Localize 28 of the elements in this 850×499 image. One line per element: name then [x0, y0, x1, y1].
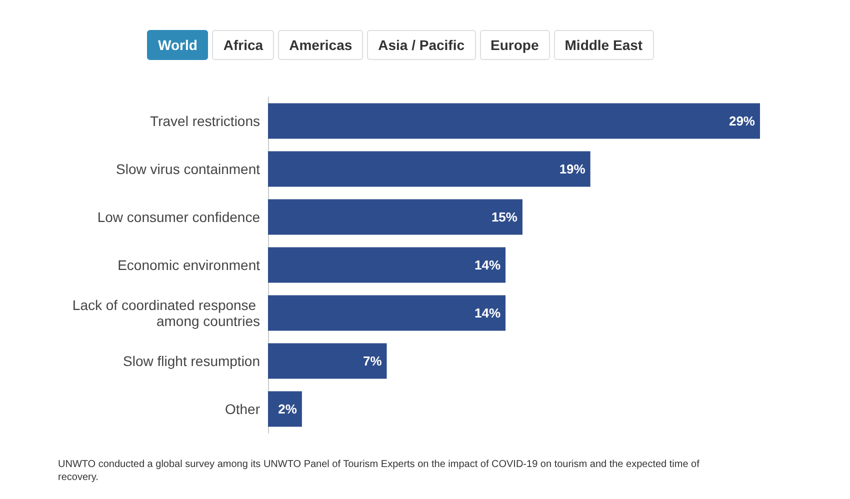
data-label: 19% — [559, 162, 586, 176]
tab-button: World — [147, 30, 208, 60]
tab-button: Europe — [480, 30, 550, 60]
bar — [268, 391, 302, 427]
bar — [268, 199, 522, 235]
bar — [268, 343, 387, 379]
y-tick-label: Lack of coordinated response among countries — [72, 297, 260, 329]
y-tick-label: Low consumer confidence — [97, 209, 260, 225]
tab-button: Asia / Pacific — [367, 30, 476, 60]
bar — [268, 247, 506, 283]
y-tick-label: Economic environment — [118, 257, 260, 273]
bar — [268, 151, 590, 187]
tab-button: Middle East — [554, 30, 654, 60]
data-label: 14% — [474, 306, 501, 320]
y-tick-label: Other — [224, 401, 260, 417]
y-tick-label: Travel restrictions — [150, 113, 260, 129]
data-label: 14% — [474, 258, 501, 272]
bar — [268, 103, 760, 139]
bar — [268, 295, 506, 331]
tab-button: Africa — [212, 30, 274, 60]
y-tick-label: Slow flight resumption — [123, 353, 260, 369]
text: UNWTO conducted a global survey among its UNWTO Panel of Tourism Experts on the impact of COVID-19 on tourism and the expected time of recovery. — [58, 458, 700, 484]
data-label: 29% — [728, 114, 756, 128]
tab-button: Americas — [278, 30, 364, 60]
data-label: 2% — [278, 402, 298, 416]
y-tick-label: Slow virus containment — [116, 161, 260, 177]
data-label: 7% — [362, 354, 382, 368]
data-label: 15% — [491, 210, 518, 224]
